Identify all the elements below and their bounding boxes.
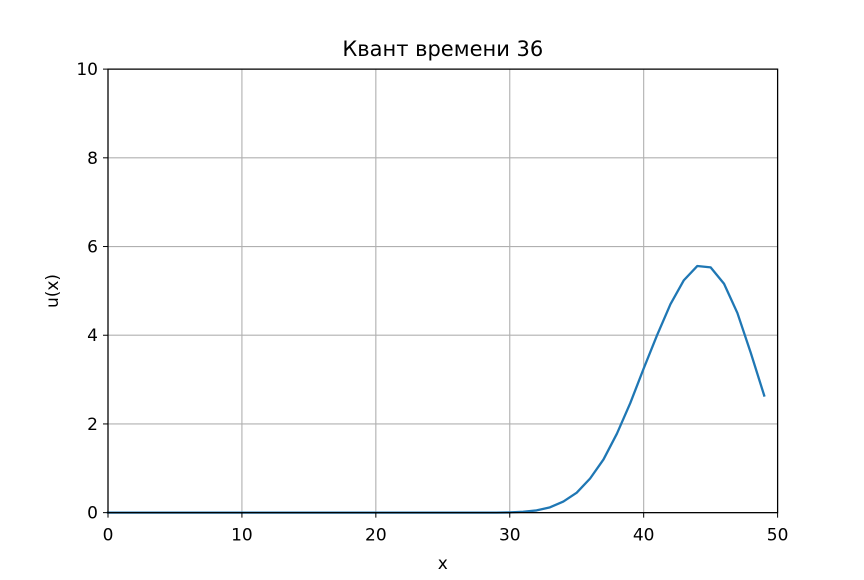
x-tick-label: 20 [365,526,387,546]
plot-frame [107,68,779,514]
y-tick-label: 2 [87,415,98,435]
y-axis-label: u(x) [43,274,63,308]
y-tick-label: 0 [87,504,98,524]
tick-labels: 0 10 20 30 40 50 0 2 4 6 8 10 [76,60,788,546]
x-tick-label: 0 [103,526,114,546]
x-tick-label: 10 [231,526,253,546]
x-tick-label: 30 [499,526,521,546]
y-tick-label: 8 [87,149,98,169]
y-tick-label: 4 [87,326,98,346]
x-axis-label: x [438,554,448,574]
tick-marks [103,68,779,518]
x-tick-label: 50 [767,526,789,546]
y-tick-label: 6 [87,238,98,258]
x-tick-label: 40 [633,526,655,546]
chart-title: Квант времени 36 [342,37,543,61]
y-tick-label: 10 [76,60,98,80]
